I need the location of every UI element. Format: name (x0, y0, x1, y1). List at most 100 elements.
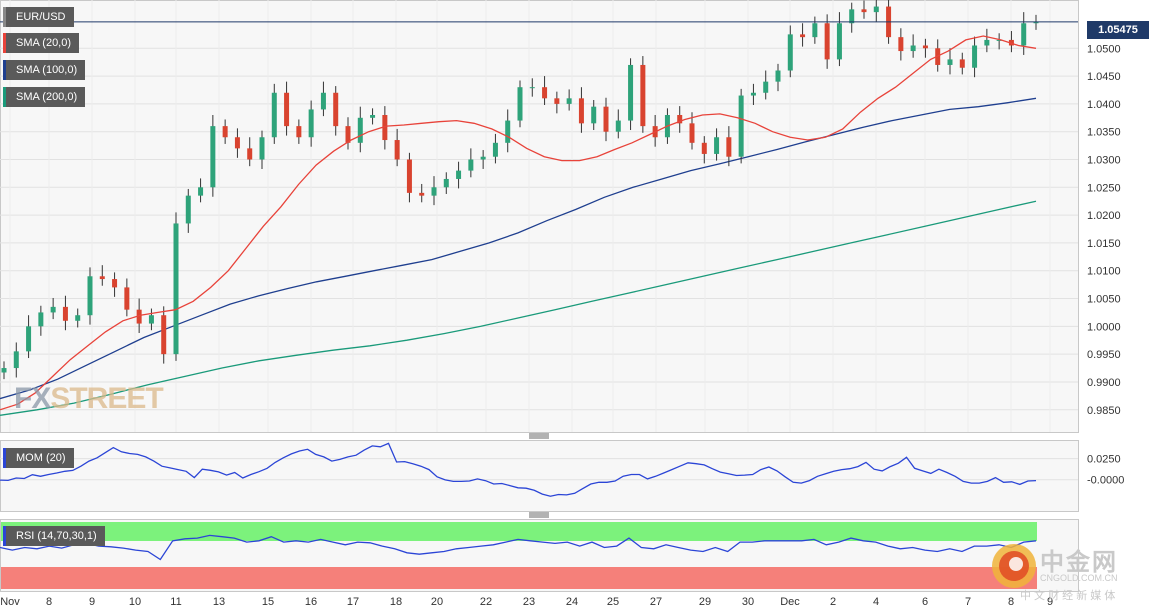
candle-body (800, 34, 806, 38)
candle-body (112, 279, 118, 288)
candle-body (431, 187, 437, 196)
candle-body (333, 92, 339, 127)
candle-body (775, 70, 781, 82)
x-tick-label: 10 (129, 596, 141, 608)
x-tick-label: 8 (46, 596, 52, 608)
candle-body (62, 306, 68, 321)
x-tick-label: 4 (873, 596, 879, 608)
watermark-street: STREET (50, 382, 163, 415)
candle-body (394, 140, 400, 160)
x-tick-label: 11 (170, 596, 181, 608)
x-tick-label: 13 (213, 596, 225, 608)
x-tick-label: 8 (1008, 596, 1014, 608)
y-tick-label: 0.9950 (1087, 349, 1121, 361)
sma100-legend[interactable]: SMA (100,0) (3, 60, 86, 80)
candle-body (603, 106, 609, 132)
candle-body (554, 98, 560, 104)
x-tick-label: 25 (607, 596, 619, 608)
main-grid (0, 0, 1079, 433)
x-tick-label: 29 (699, 596, 711, 608)
x-axis: Nov 8 9 10 11 13 15 16 17 18 20 22 23 24 25 27 29 30 Dec 2 4… (0, 596, 1053, 608)
mom-legend[interactable]: MOM (20) (3, 448, 74, 468)
y-tick-label: 1.0500 (1087, 43, 1121, 55)
candle-body (161, 315, 167, 355)
y-tick-label: 1.0150 (1087, 238, 1121, 250)
candle-body (419, 192, 425, 196)
candle-body (812, 23, 818, 38)
x-tick-label: 27 (650, 596, 662, 608)
candle-body (468, 159, 474, 171)
mom-panel: 0.0250 -0.0000 (0, 440, 1124, 512)
candle-body (910, 45, 916, 52)
candle-body (38, 312, 44, 327)
mom-panel-frame (0, 440, 1079, 512)
candle-body (984, 39, 990, 46)
x-tick-label: 6 (922, 596, 928, 608)
candle-body (542, 87, 548, 99)
main-y-axis: 1.0500 1.0450 1.0400 1.0350 1.0300 1.0250 1.02… (1087, 43, 1121, 416)
candle-body (947, 59, 953, 65)
x-tick-label: 7 (965, 596, 971, 608)
candle-body (480, 156, 486, 160)
candle-body (198, 187, 204, 196)
candle-body (726, 137, 732, 157)
cngold-logo-icon (992, 544, 1036, 588)
main-panel-frame (0, 0, 1079, 433)
x-tick-label: 24 (566, 596, 578, 608)
candle-body (320, 92, 326, 110)
x-tick-label: 15 (262, 596, 274, 608)
x-tick-label: 9 (89, 596, 95, 608)
sma200-legend[interactable]: SMA (200,0) (3, 87, 86, 107)
panel-splitters[interactable] (529, 433, 549, 518)
rsi-legend[interactable]: RSI (14,70,30,1) (3, 526, 105, 546)
rsi-path (0, 534, 1037, 561)
sma20-legend[interactable]: SMA (20,0) (3, 33, 80, 53)
candle-body (50, 306, 56, 313)
candle-body (861, 9, 867, 13)
candle-body (529, 87, 535, 89)
x-tick-label: Dec (780, 596, 800, 608)
candle-body (738, 95, 744, 157)
candle-body (714, 137, 720, 154)
y-tick-label: 1.0300 (1087, 154, 1121, 166)
candle-body (296, 126, 302, 138)
x-tick-label: 23 (523, 596, 535, 608)
mom-tick-label: -0.0000 (1087, 475, 1124, 487)
candle-body (456, 170, 462, 179)
candle-body (136, 309, 142, 324)
candle-body (505, 120, 511, 143)
y-tick-label: 1.0050 (1087, 294, 1121, 306)
x-tick-label: 20 (431, 596, 443, 608)
candle-body (517, 87, 523, 121)
candle-body (922, 45, 928, 49)
y-tick-label: 1.0200 (1087, 210, 1121, 222)
candle-body (972, 45, 978, 68)
candle-body (259, 137, 265, 160)
fxstreet-watermark: FXSTREET (14, 382, 164, 416)
candle-body (750, 92, 756, 96)
x-tick-label: 16 (305, 596, 317, 608)
y-tick-label: 1.0400 (1087, 99, 1121, 111)
candle-body (701, 142, 707, 154)
candle-body (640, 64, 646, 127)
candle-body (247, 148, 253, 160)
rsi-oversold-band (1, 567, 1037, 589)
sma100-line (0, 97, 1037, 400)
symbol-legend[interactable]: EUR/USD (3, 7, 74, 27)
candle-body (898, 37, 904, 52)
candle-body (345, 126, 351, 143)
y-tick-label: 1.0000 (1087, 321, 1121, 333)
candle-body (234, 137, 240, 149)
candle-body (308, 109, 314, 138)
candle-body (370, 115, 376, 118)
y-tick-label: 1.0350 (1087, 127, 1121, 139)
last-price-tag: 1.05475 (1087, 21, 1149, 39)
candle-body (271, 92, 277, 138)
candle-body (1, 368, 7, 373)
candle-body (382, 115, 388, 141)
candle-body (406, 159, 412, 193)
sma200-path (0, 200, 1037, 416)
sma20-path (0, 35, 1037, 411)
candle-body (836, 23, 842, 60)
candle-body (222, 126, 228, 138)
